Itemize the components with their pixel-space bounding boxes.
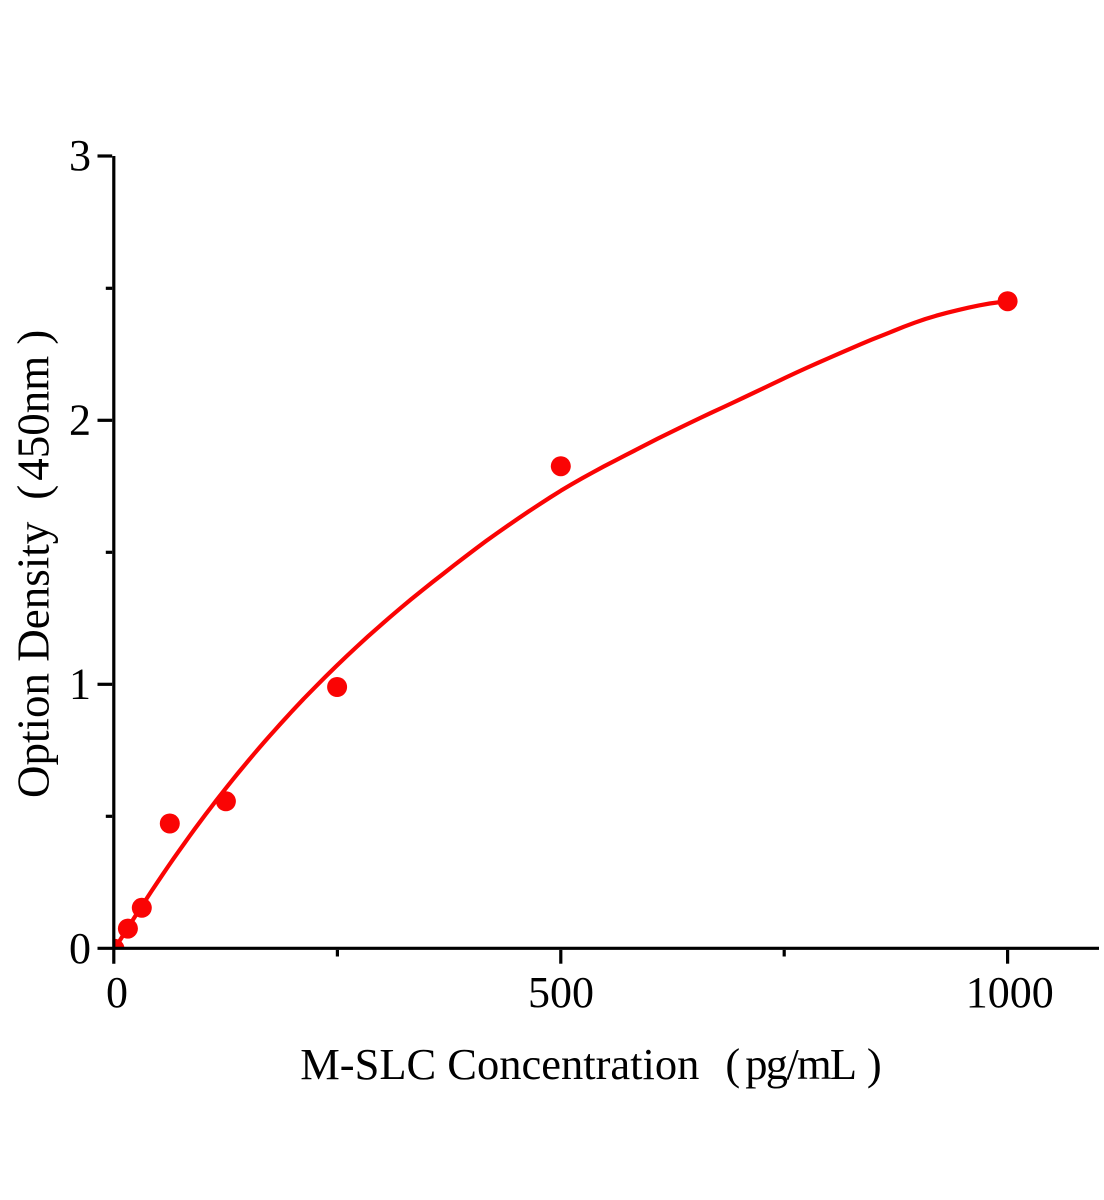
svg-text:0: 0 [69, 924, 91, 973]
svg-text:1000: 1000 [966, 968, 1054, 1017]
svg-text:0: 0 [106, 968, 128, 1017]
svg-text:1: 1 [69, 660, 91, 709]
svg-text:2: 2 [69, 396, 91, 445]
svg-text:3: 3 [69, 131, 91, 180]
svg-text:Option Density(450nm): Option Density(450nm) [9, 330, 59, 798]
svg-text:500: 500 [528, 968, 594, 1017]
svg-text:M-SLC Concentration(pg/mL): M-SLC Concentration(pg/mL) [300, 1039, 882, 1089]
